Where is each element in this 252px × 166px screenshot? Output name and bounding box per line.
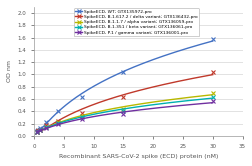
Y-axis label: OD nm: OD nm	[7, 60, 12, 82]
Legend: SpikeECD, WT; GTX135972-pro, SpikeECD, B.1.617.2 / delta variant; GTX136432-pro,: SpikeECD, WT; GTX135972-pro, SpikeECD, B…	[73, 8, 199, 36]
X-axis label: Recombinant SARS-CoV-2 spike (ECD) protein (nM): Recombinant SARS-CoV-2 spike (ECD) prote…	[58, 154, 217, 159]
